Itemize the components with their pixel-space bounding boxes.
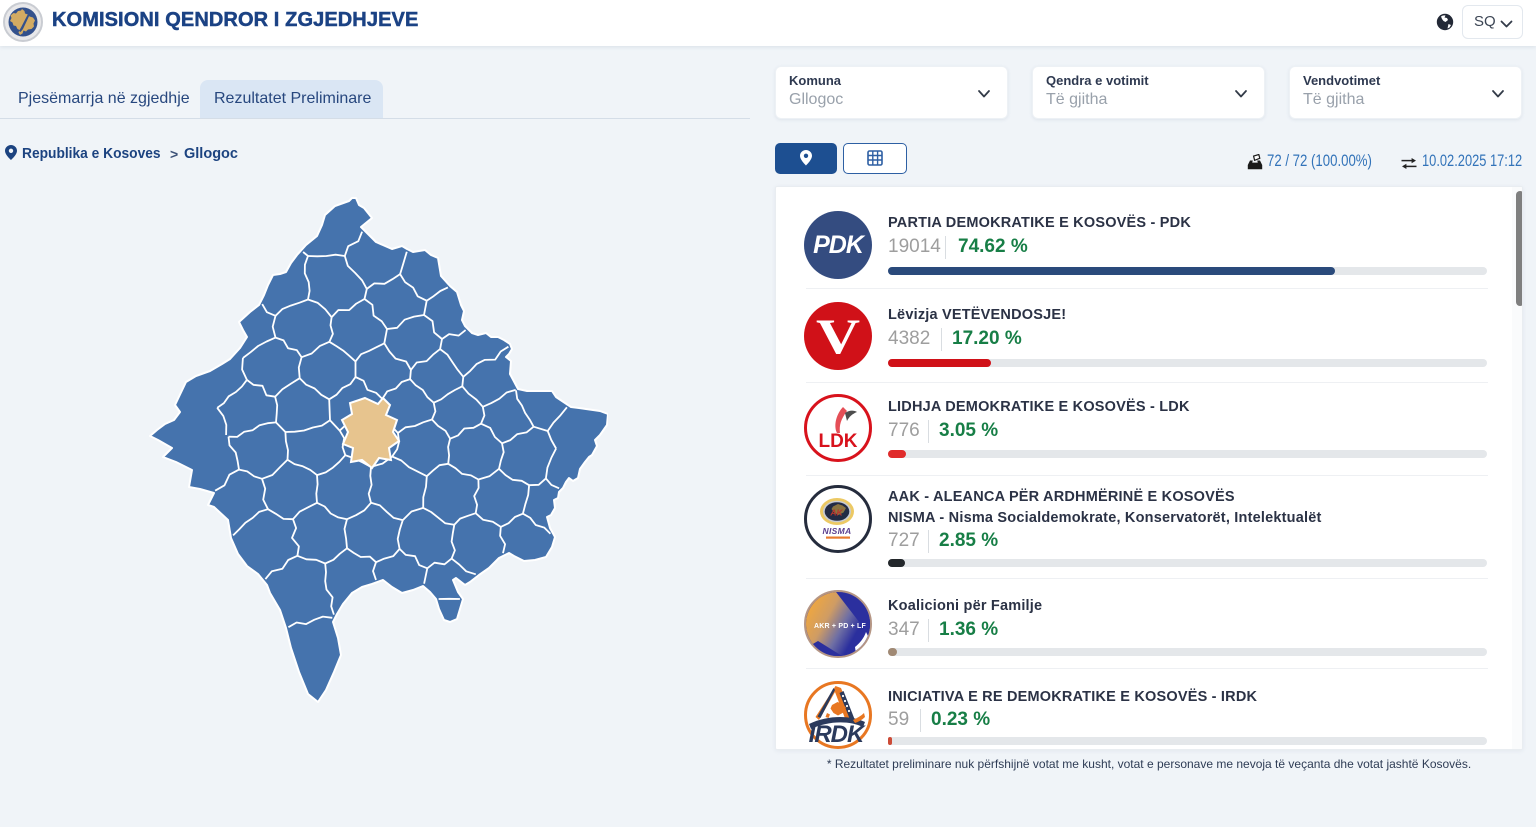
- svg-text:LDK: LDK: [818, 431, 857, 452]
- svg-text:NISMA: NISMA: [823, 526, 852, 536]
- svg-text:AK: AK: [829, 508, 843, 518]
- svg-text:IRDK: IRDK: [809, 721, 866, 746]
